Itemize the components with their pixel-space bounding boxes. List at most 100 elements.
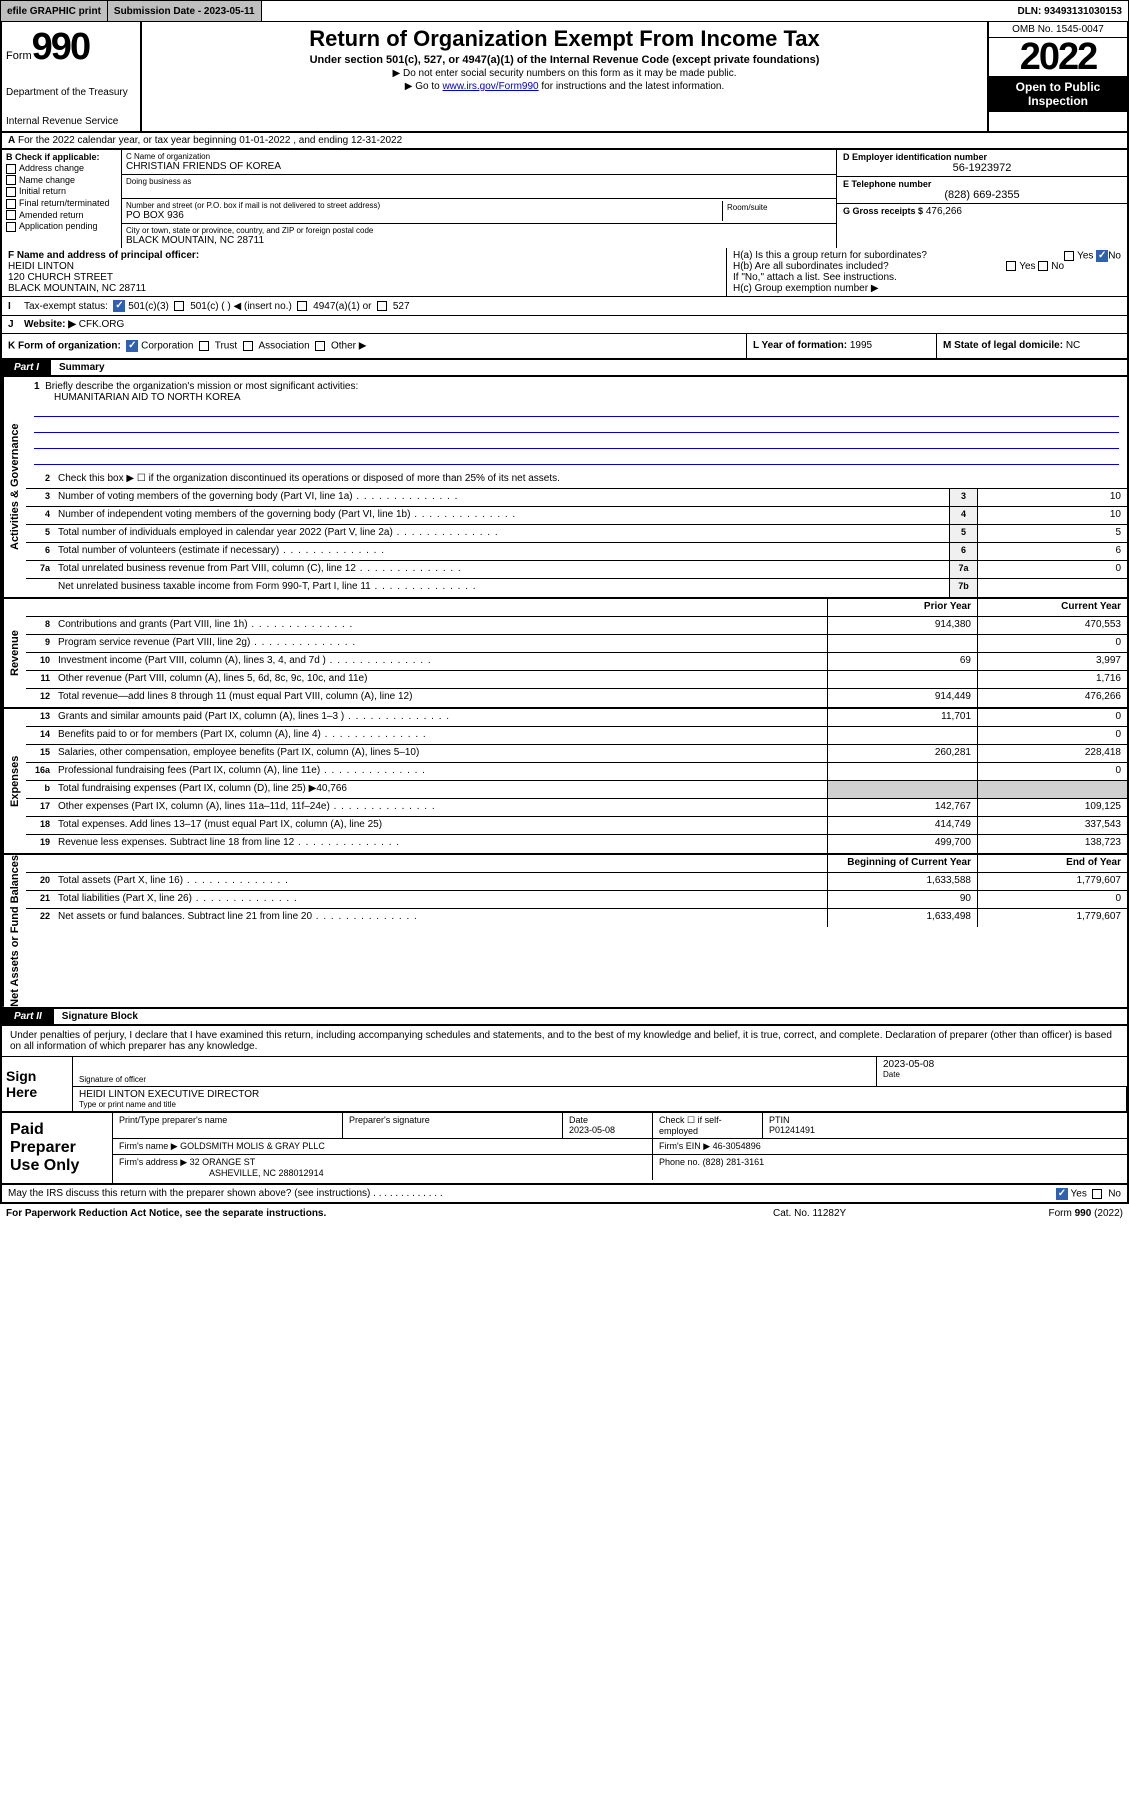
p9	[827, 635, 977, 652]
sig-date-label: Date	[883, 1070, 1121, 1079]
chk-name-change[interactable]: Name change	[6, 175, 117, 186]
corp-checked: ✓	[126, 340, 138, 352]
p12: 914,449	[827, 689, 977, 707]
top-bar: efile GRAPHIC print Submission Date - 20…	[0, 0, 1129, 22]
website-label: Website: ▶	[24, 319, 76, 330]
form-header-mid: Return of Organization Exempt From Incom…	[142, 22, 987, 131]
c8: 470,553	[977, 617, 1127, 634]
p22: 1,633,498	[827, 909, 977, 927]
l8: Contributions and grants (Part VIII, lin…	[54, 617, 827, 634]
chk-address-change[interactable]: Address change	[6, 163, 117, 174]
c10: 3,997	[977, 653, 1127, 670]
l4: Number of independent voting members of …	[54, 507, 949, 524]
c21: 0	[977, 891, 1127, 908]
irs-label: Internal Revenue Service	[6, 116, 136, 127]
l5: Total number of individuals employed in …	[54, 525, 949, 542]
c16a: 0	[977, 763, 1127, 780]
address: PO BOX 936	[126, 210, 722, 221]
firm-addr-label: Firm's address ▶	[119, 1157, 187, 1167]
mission-text: HUMANITARIAN AID TO NORTH KOREA	[34, 392, 1119, 403]
firm-addr1: 32 ORANGE ST	[190, 1157, 256, 1167]
gross-label: G Gross receipts $	[843, 206, 923, 216]
chk-amended[interactable]: Amended return	[6, 210, 117, 221]
preparer-block: Paid Preparer Use Only Print/Type prepar…	[0, 1113, 1129, 1185]
part2-label: Part II	[2, 1009, 54, 1024]
officer-label: F Name and address of principal officer:	[8, 250, 720, 261]
v7b	[977, 579, 1127, 597]
part2-title: Signature Block	[54, 1009, 1127, 1024]
ha-no-checked: ✓	[1096, 250, 1108, 262]
officer-name: HEIDI LINTON	[8, 261, 720, 272]
l11: Other revenue (Part VIII, column (A), li…	[54, 671, 827, 688]
sig-name: HEIDI LINTON EXECUTIVE DIRECTOR	[79, 1089, 1120, 1100]
footer-formno: Form 990 (2022)	[973, 1208, 1123, 1219]
row-i: I Tax-exempt status: ✓ 501(c)(3) 501(c) …	[0, 297, 1129, 316]
preparer-label: Paid Preparer Use Only	[2, 1113, 112, 1183]
p14	[827, 727, 977, 744]
side-nab: Net Assets or Fund Balances	[2, 855, 26, 1007]
irs-link[interactable]: www.irs.gov/Form990	[442, 81, 538, 92]
chk-final-return[interactable]: Final return/terminated	[6, 198, 117, 209]
part1-title: Summary	[51, 360, 1127, 375]
form-subtitle: Under section 501(c), 527, or 4947(a)(1)…	[150, 54, 979, 66]
col-k: K Form of organization: ✓ Corporation Tr…	[2, 334, 747, 358]
p11	[827, 671, 977, 688]
col-b: B Check if applicable: Address change Na…	[2, 150, 122, 248]
p21: 90	[827, 891, 977, 908]
org-name: CHRISTIAN FRIENDS OF KOREA	[126, 161, 832, 172]
efile-btn[interactable]: efile GRAPHIC print	[1, 1, 108, 21]
l7b: Net unrelated business taxable income fr…	[54, 579, 949, 597]
row-j: J Website: ▶ CFK.ORG	[0, 316, 1129, 334]
c18: 337,543	[977, 817, 1127, 834]
sig-officer-label: Signature of officer	[79, 1075, 870, 1084]
footer-catno: Cat. No. 11282Y	[773, 1208, 973, 1219]
prep-c5v: P01241491	[769, 1125, 815, 1135]
p17: 142,767	[827, 799, 977, 816]
b-header: B Check if applicable:	[6, 152, 117, 162]
revenue-section: Revenue Prior YearCurrent Year 8Contribu…	[0, 599, 1129, 709]
side-exp: Expenses	[2, 709, 26, 853]
p15: 260,281	[827, 745, 977, 762]
footer-notice: For Paperwork Reduction Act Notice, see …	[6, 1208, 773, 1219]
side-ag: Activities & Governance	[2, 377, 26, 597]
firm-phone: (828) 281-3161	[703, 1157, 765, 1167]
p8: 914,380	[827, 617, 977, 634]
firm-name-label: Firm's name ▶	[119, 1141, 178, 1151]
v7a: 0	[977, 561, 1127, 578]
prep-c5: PTIN	[769, 1115, 790, 1125]
chk-app-pending[interactable]: Application pending	[6, 221, 117, 232]
l7a: Total unrelated business revenue from Pa…	[54, 561, 949, 578]
form-note-1: ▶ Do not enter social security numbers o…	[150, 68, 979, 79]
l9: Program service revenue (Part VIII, line…	[54, 635, 827, 652]
sig-declaration: Under penalties of perjury, I declare th…	[2, 1026, 1127, 1056]
side-rev: Revenue	[2, 599, 26, 707]
page-footer: For Paperwork Reduction Act Notice, see …	[0, 1204, 1129, 1223]
org-name-label: C Name of organization	[126, 152, 832, 161]
l16a: Professional fundraising fees (Part IX, …	[54, 763, 827, 780]
l17: Other expenses (Part IX, column (A), lin…	[54, 799, 827, 816]
expenses-section: Expenses 13Grants and similar amounts pa…	[0, 709, 1129, 855]
c13: 0	[977, 709, 1127, 726]
l13: Grants and similar amounts paid (Part IX…	[54, 709, 827, 726]
501c3-checked: ✓	[113, 300, 125, 312]
c17: 109,125	[977, 799, 1127, 816]
city: BLACK MOUNTAIN, NC 28711	[126, 235, 832, 246]
c22: 1,779,607	[977, 909, 1127, 927]
firm-ein: 46-3054896	[713, 1141, 761, 1151]
part2-header: Part II Signature Block	[0, 1009, 1129, 1026]
firm-ph-label: Phone no.	[659, 1157, 700, 1167]
p20: 1,633,588	[827, 873, 977, 890]
telephone: (828) 669-2355	[843, 189, 1121, 201]
l14: Benefits paid to or for members (Part IX…	[54, 727, 827, 744]
c9: 0	[977, 635, 1127, 652]
c15: 228,418	[977, 745, 1127, 762]
form-title: Return of Organization Exempt From Incom…	[150, 26, 979, 52]
tax-year: 2022	[989, 38, 1127, 76]
col-c: C Name of organization CHRISTIAN FRIENDS…	[122, 150, 837, 248]
c11: 1,716	[977, 671, 1127, 688]
p16a	[827, 763, 977, 780]
form-note-2: ▶ Go to www.irs.gov/Form990 for instruct…	[150, 81, 979, 92]
chk-initial-return[interactable]: Initial return	[6, 186, 117, 197]
sig-name-label: Type or print name and title	[79, 1100, 1120, 1109]
v4: 10	[977, 507, 1127, 524]
